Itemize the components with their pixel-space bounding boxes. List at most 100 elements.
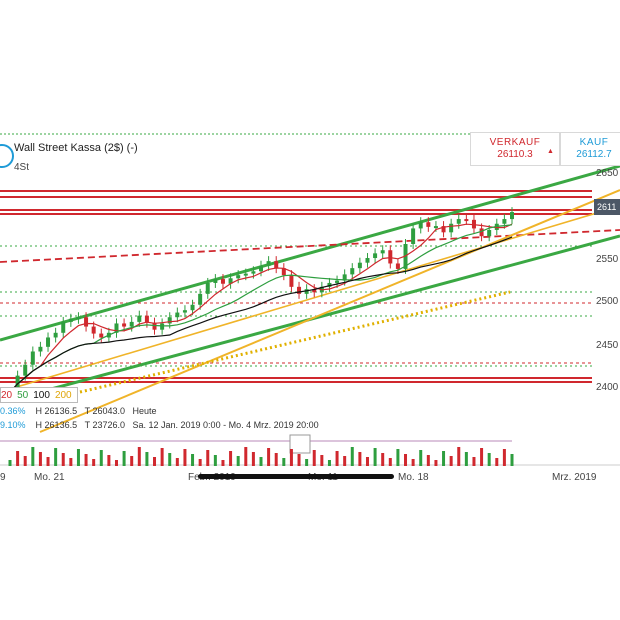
legend-ma20[interactable]: 20 [1,389,13,401]
candle-body [395,263,400,269]
volume-bar [305,459,309,466]
candle-body [365,258,370,263]
candle-body [479,228,484,237]
stats-today-low: T 26043.0 [84,406,125,416]
ma20-line [9,223,513,393]
volume-bar [206,450,210,466]
x-tick-label: Mo. 21 [34,472,65,483]
volume-bar [175,458,179,466]
volume-bar [46,457,50,466]
indicator-legend[interactable]: 20 50 100 200 [0,387,78,403]
candle-body [388,250,393,264]
candle-body [160,323,165,330]
volume-bar [404,454,408,466]
time-scrollbar[interactable] [198,474,394,479]
candle-body [327,282,332,287]
y-tick-label: 2500 [596,296,619,307]
candle-body [251,271,256,274]
volume-bar [8,460,12,466]
volume-bar [31,447,35,466]
stats-today-period: Heute [132,406,157,416]
timeframe-label[interactable]: 4St [14,162,30,173]
candle-body [122,323,127,327]
volume-bar [69,458,73,466]
volume-bar [312,450,316,466]
volume-bar [259,457,263,466]
candle-body [23,364,28,376]
buy-button[interactable]: KAUF 26112.7 [560,132,620,166]
candle-body [182,310,187,313]
volume-bar [168,453,172,466]
legend-ma50[interactable]: 50 [17,389,29,401]
sell-price: 26110.3 [497,149,533,160]
candle-body [99,333,104,338]
candle-body [335,280,340,283]
candle-body [61,321,66,333]
candle-body [433,226,438,229]
trend-dashed-line [0,229,620,263]
volume-bar [76,449,80,466]
volume-bar [365,457,369,466]
sell-button[interactable]: VERKAUF 26110.3 [470,132,560,166]
x-tick-label: 9 [0,472,6,483]
volume-bar [183,449,187,466]
candle-body [449,223,454,233]
volume-bar [388,458,392,466]
candle-body [167,317,172,324]
candle-body [53,332,58,338]
candle-body [190,304,195,311]
volume-bar [61,453,65,466]
fib-line-2 [0,205,620,393]
volume-bar [327,460,331,466]
volume-bar [267,448,271,466]
fib-line-1 [39,189,620,433]
volume-bar [434,460,438,466]
legend-ma200[interactable]: 200 [54,389,72,401]
candle-body [76,317,81,320]
candle-body [213,279,218,283]
candle-body [304,289,309,294]
candle-body [418,222,423,229]
candle-body [274,261,279,269]
candle-body [236,275,241,279]
candle-body [129,321,134,327]
y-tick-label: 2550 [596,254,619,265]
volume-bar [191,454,195,466]
candle-body [456,219,461,224]
volume-bar [221,460,225,466]
stats-row-range: 9.10% H 26136.5 T 23726.0 Sa. 12 Jan. 20… [0,420,319,430]
volume-bar [343,456,347,466]
legend-ma100[interactable]: 100 [33,389,50,401]
candle-body [289,275,294,287]
price-up-arrow-icon: ▲ [547,148,554,155]
candle-body [152,322,157,330]
volume-bar [229,451,233,466]
volume-bar [487,453,491,466]
volume-bar [442,451,446,466]
buy-price: 26112.7 [576,149,612,160]
channel-lower-line [39,234,620,394]
candle-body [137,315,142,322]
ma100-line [9,236,513,393]
volume-bar [122,451,126,466]
volume-bar [244,447,248,466]
volume-bar [153,457,157,466]
candle-body [114,323,119,333]
volume-bar [84,454,88,466]
candle-body [380,250,385,254]
candle-body [357,262,362,269]
y-tick-label: 2400 [596,382,619,393]
channel-upper-line [0,164,620,342]
volume-bar [289,449,293,466]
volume-bar [335,451,339,466]
volume-bar [38,452,42,466]
volume-bar [320,455,324,466]
candle-body [91,326,96,334]
candle-body [198,293,203,305]
volume-bar [23,456,27,466]
candle-body [68,318,73,322]
volume-bar [297,454,301,466]
stats-today-high: H 26136.5 [35,406,78,416]
volume-bar [502,449,506,466]
